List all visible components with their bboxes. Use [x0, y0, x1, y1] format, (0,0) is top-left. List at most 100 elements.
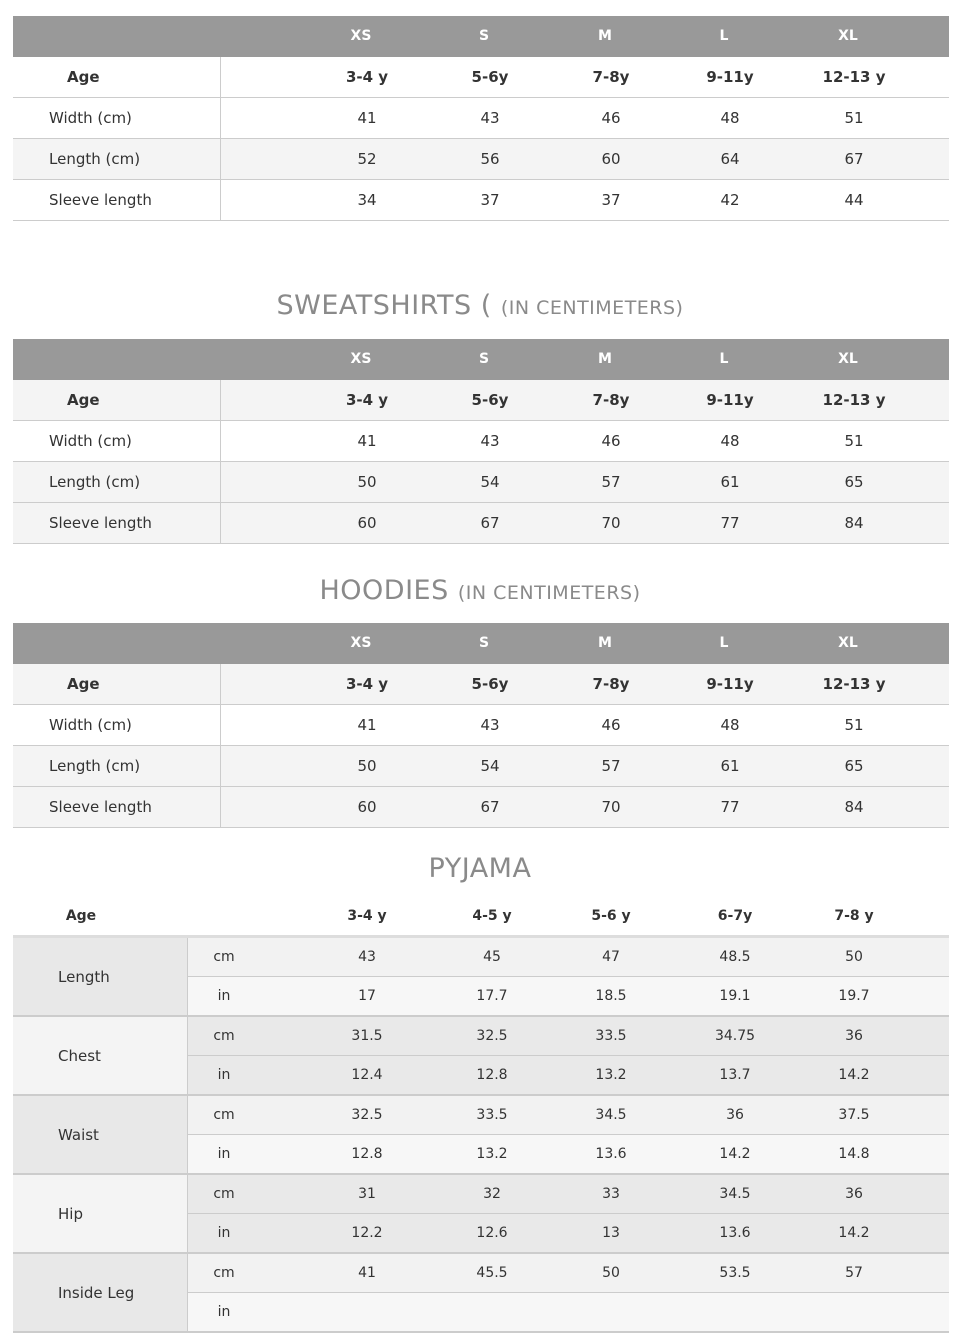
cell-value: 34.5 [719, 1186, 751, 1202]
cell-value: 13.6 [595, 1146, 627, 1162]
size-table: XS S M L XL Age 3-4 y 5-6y 7-8y 9-11y 12-13 y Width… [13, 16, 949, 221]
size-label: M [598, 351, 612, 367]
cell-value: 12.6 [476, 1225, 508, 1241]
age-row: Age 3-4 y 5-6y 7-8y 9-11y 12-13 y [13, 380, 949, 421]
unit-label: in [217, 1304, 231, 1320]
unit-row: in 12.2 12.6 13 13.6 14.2 [188, 1214, 949, 1252]
size-label: L [719, 351, 729, 367]
cell-value: 43 [480, 716, 500, 734]
cell-value: 48 [720, 432, 740, 450]
unit-label: cm [213, 1265, 235, 1281]
section-title: HOODIES (IN CENTIMETERS) [0, 575, 960, 606]
unit-label: cm [213, 1028, 235, 1044]
cell-value: 17 [358, 988, 376, 1004]
cell-value: 14.2 [719, 1146, 751, 1162]
cell-value: 51 [844, 109, 864, 127]
age-row: Age 3-4 y 5-6y 7-8y 9-11y 12-13 y [13, 664, 949, 705]
cell-value: 84 [844, 798, 864, 816]
cell-value: 64 [720, 150, 740, 168]
row-label: Length (cm) [13, 462, 221, 502]
age-row: Age 3-4 y 4-5 y 5-6 y 6-7y 7-8 y [13, 897, 949, 938]
cell-value: 13.6 [719, 1225, 751, 1241]
cell-value: 14.2 [838, 1225, 870, 1241]
size-label: L [719, 28, 729, 44]
row-label: Width (cm) [13, 705, 221, 745]
row-label: Width (cm) [13, 421, 221, 461]
cell-value: 51 [844, 716, 864, 734]
cell-value: 65 [844, 757, 864, 775]
cell-value: 65 [844, 473, 864, 491]
cell-value: 56 [480, 150, 500, 168]
unit-row: in 12.8 13.2 13.6 14.2 14.8 [188, 1135, 949, 1173]
size-label: XL [838, 351, 858, 367]
cell-value: 50 [357, 757, 377, 775]
cell-value: 36 [726, 1107, 744, 1123]
cell-value: 12.8 [351, 1146, 383, 1162]
cell-value: 53.5 [719, 1265, 751, 1281]
section-subtitle: (IN CENTIMETERS) [457, 582, 641, 604]
age-value: 7-8y [592, 391, 630, 409]
section-title-text: HOODIES [319, 575, 449, 606]
unit-row: cm 31.5 32.5 33.5 34.75 36 [188, 1017, 949, 1057]
size-label: S [478, 28, 490, 44]
cell-value: 61 [720, 473, 740, 491]
section-subtitle: (IN CENTIMETERS) [500, 297, 684, 319]
age-value: 3-4 y [347, 908, 387, 924]
age-label: Age [13, 380, 221, 420]
unit-label: in [217, 1067, 231, 1083]
cell-value: 61 [720, 757, 740, 775]
size-header-row: XS S M L XL [13, 339, 949, 380]
cell-value: 48.5 [719, 949, 751, 965]
cell-value: 13 [602, 1225, 620, 1241]
cell-value: 46 [601, 716, 621, 734]
group-label: Length [13, 938, 188, 1015]
cell-value: 45.5 [476, 1265, 508, 1281]
age-value: 5-6y [471, 675, 509, 693]
size-label: XS [350, 635, 372, 651]
age-value: 7-8y [592, 68, 630, 86]
cell-value: 45 [483, 949, 501, 965]
cell-value: 33.5 [476, 1107, 508, 1123]
cell-value: 46 [601, 432, 621, 450]
cell-value: 41 [357, 109, 377, 127]
cell-value: 36 [845, 1186, 863, 1202]
cell-value: 50 [845, 949, 863, 965]
cell-value: 57 [601, 757, 621, 775]
cell-value: 12.8 [476, 1067, 508, 1083]
group-label: Hip [13, 1175, 188, 1252]
table-row: Sleeve length 60 67 70 77 84 [13, 787, 949, 828]
cell-value: 67 [480, 798, 500, 816]
cell-value: 67 [480, 514, 500, 532]
size-label: S [478, 635, 490, 651]
age-value: 5-6y [471, 391, 509, 409]
cell-value: 14.2 [838, 1067, 870, 1083]
age-value: 9-11y [706, 391, 754, 409]
group-label: Inside Leg [13, 1254, 188, 1331]
unit-label: cm [213, 949, 235, 965]
table-row: Sleeve length 60 67 70 77 84 [13, 503, 949, 544]
cell-value: 12.2 [351, 1225, 383, 1241]
cell-value: 70 [601, 798, 621, 816]
age-value: 9-11y [706, 675, 754, 693]
cell-value: 18.5 [595, 988, 627, 1004]
cell-value: 33 [602, 1186, 620, 1202]
cell-value: 14.8 [838, 1146, 870, 1162]
unit-row: cm 31 32 33 34.5 36 [188, 1175, 949, 1215]
cell-value: 67 [844, 150, 864, 168]
cell-value: 13.7 [719, 1067, 751, 1083]
section-title: PYJAMA [428, 853, 532, 884]
cell-value: 60 [357, 798, 377, 816]
cell-value: 32 [483, 1186, 501, 1202]
cell-value: 31.5 [351, 1028, 383, 1044]
measurement-group: Waist cm 32.5 33.5 34.5 36 37.5 in 12.8 13.2 13.6 1… [13, 1096, 949, 1175]
row-label: Width (cm) [13, 98, 221, 138]
cell-value: 34 [357, 191, 377, 209]
unit-row: cm 32.5 33.5 34.5 36 37.5 [188, 1096, 949, 1136]
row-label: Length (cm) [13, 139, 221, 179]
group-label: Chest [13, 1017, 188, 1094]
cell-value: 13.2 [595, 1067, 627, 1083]
age-label: Age [13, 664, 221, 704]
unit-label: in [217, 1146, 231, 1162]
unit-row: in 17 17.7 18.5 19.1 19.7 [188, 977, 949, 1015]
row-label: Sleeve length [13, 787, 221, 827]
